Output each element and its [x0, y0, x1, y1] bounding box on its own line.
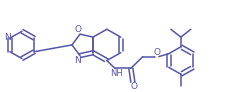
Text: NH: NH — [110, 69, 123, 78]
Text: N: N — [5, 33, 11, 42]
Text: O: O — [153, 48, 160, 57]
Text: O: O — [130, 82, 137, 91]
Text: N: N — [74, 56, 81, 65]
Text: O: O — [74, 25, 81, 34]
